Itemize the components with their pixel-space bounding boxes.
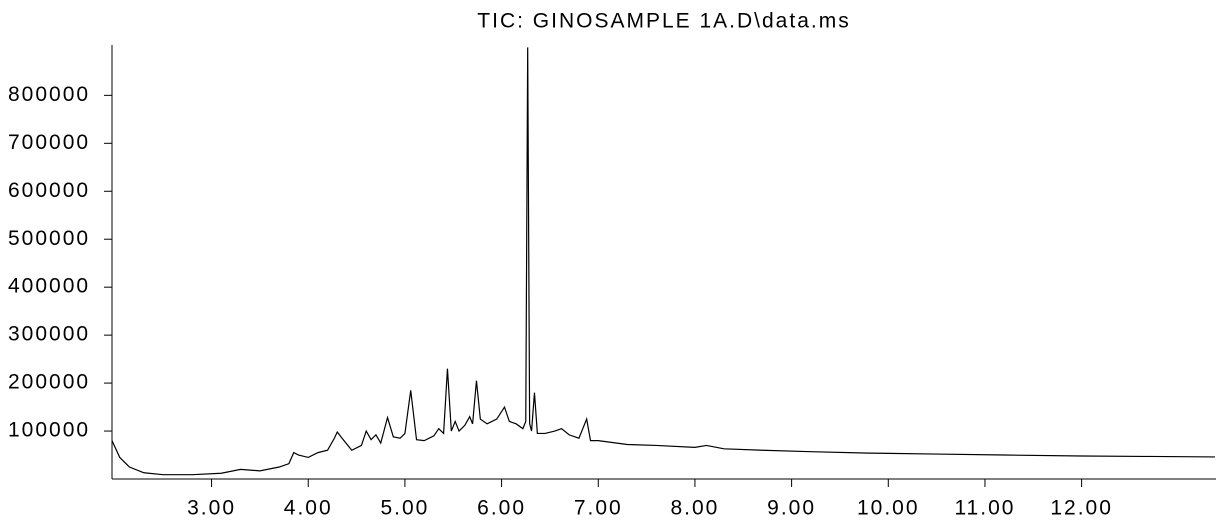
y-tick-label: 800000 [8,83,90,106]
y-tick-label: 500000 [8,227,90,250]
x-tick-label: 7.00 [574,497,623,520]
x-tick-label: 9.00 [767,497,816,520]
x-tick-label: 12.00 [1050,497,1113,520]
x-tick-label: 3.00 [187,497,236,520]
x-tick-label: 11.00 [954,497,1015,520]
y-tick-label: 300000 [8,323,90,346]
y-tick-label: 700000 [8,131,90,154]
x-tick-label: 4.00 [284,497,333,520]
signal-line [111,47,1216,476]
y-tick-label: 200000 [8,371,90,394]
y-tick-label: 100000 [8,419,90,442]
x-tick-label: 8.00 [670,497,719,520]
x-tick-label: 5.00 [380,497,429,520]
x-tick-label: 10.00 [857,497,920,520]
x-tick-label: 6.00 [477,497,526,520]
y-tick-label: 400000 [8,275,90,298]
y-tick-label: 600000 [8,179,90,202]
chart-title: TIC: GINOSAMPLE 1A.D\data.ms [477,10,850,33]
